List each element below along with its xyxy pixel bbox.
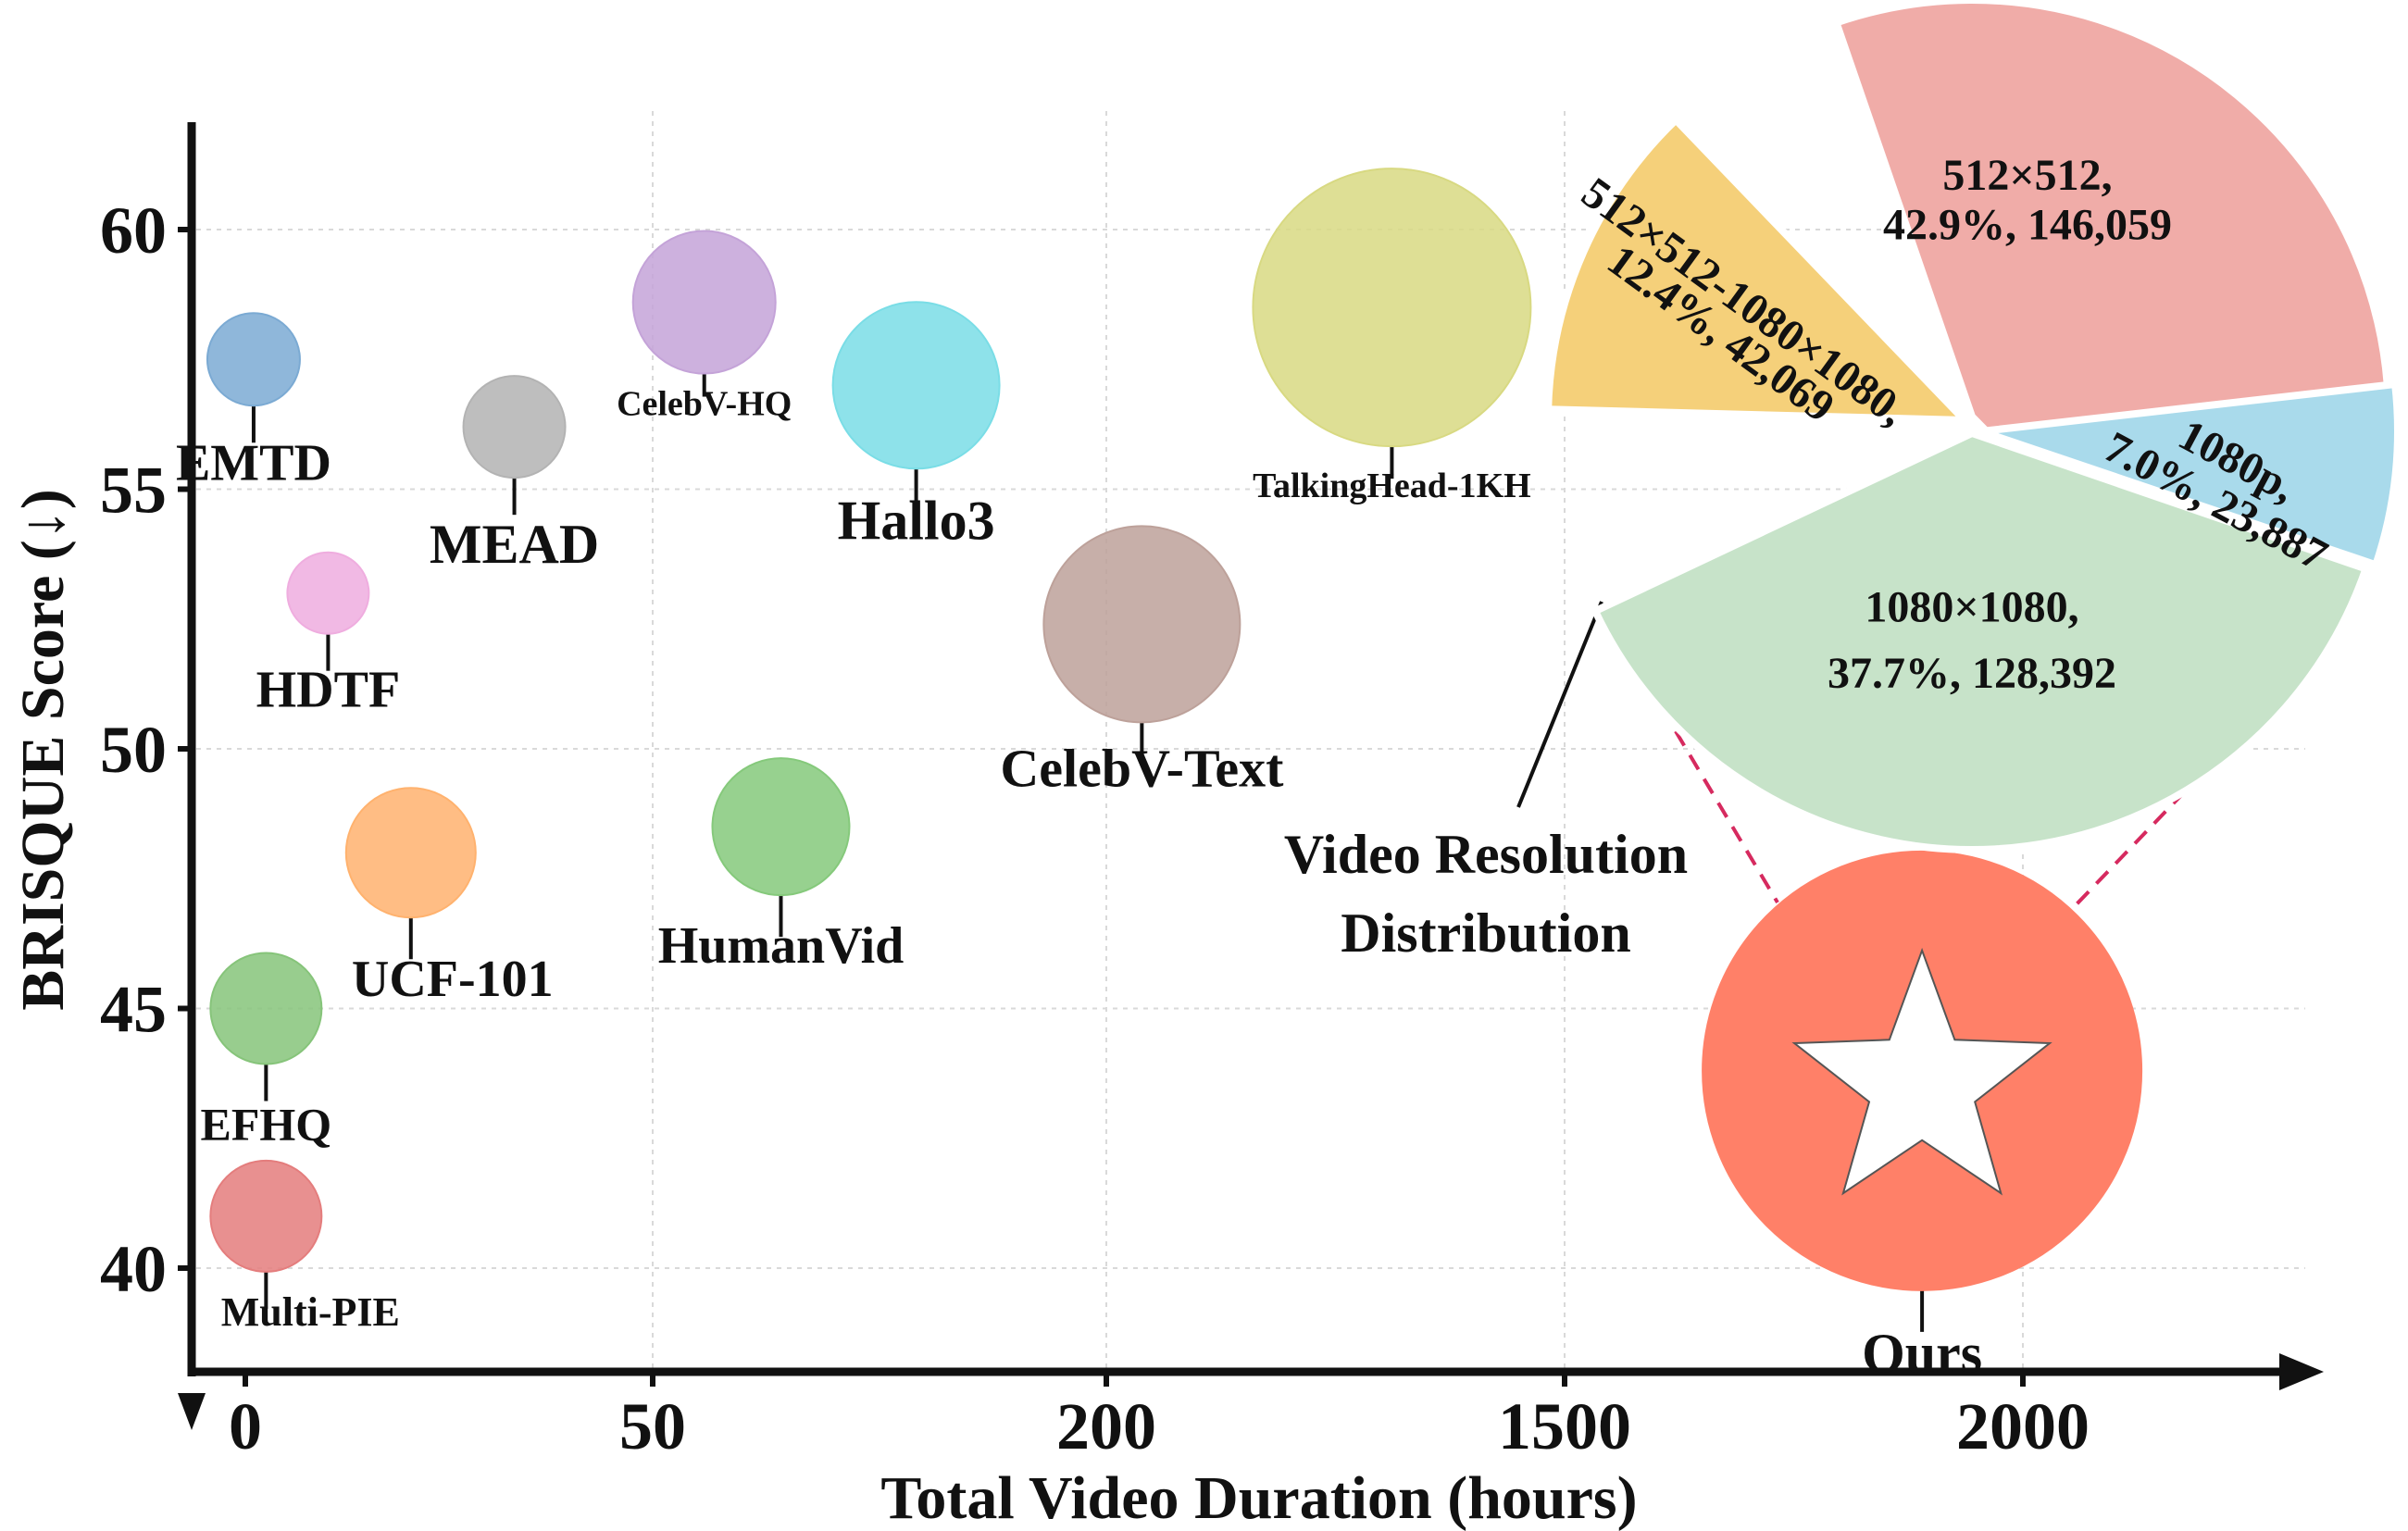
bubble-multi-pie <box>209 1159 323 1273</box>
bubble-hdtf <box>286 551 370 635</box>
bubble-humanvid <box>711 757 851 897</box>
star-icon <box>1791 947 2052 1196</box>
pie-label-1080-1080-: 1080×1080, 37.7%, 128,392 <box>1828 583 2116 699</box>
bubble-hallo3 <box>831 301 1001 470</box>
label-mead: MEAD <box>430 514 599 575</box>
pie-slice-1080-1080- <box>1590 429 2371 853</box>
x-tick-label: 50 <box>619 1389 686 1463</box>
x-tick-label: 200 <box>1056 1389 1156 1463</box>
pie-label-detail: 42.9%, 146,059 <box>1883 201 2172 250</box>
label-ours: Ours <box>1862 1323 1982 1384</box>
y-tick-label: 55 <box>100 454 167 528</box>
pie-title-line-2: Distribution <box>1341 902 1630 964</box>
pie-label-line: 1080×1080, <box>1865 583 2078 632</box>
bubble-talkinghead-1kh <box>1252 168 1532 448</box>
label-efhq: EFHQ <box>201 1099 332 1151</box>
pie-slice-512-512-1080-1080- <box>1544 114 1974 425</box>
pie-callout-line <box>1516 601 1603 808</box>
label-multi-pie: Multi-PIE <box>221 1289 400 1335</box>
x-tick-label: 2000 <box>1956 1389 2090 1463</box>
x-tick-label: 0 <box>229 1389 262 1463</box>
label-hallo3: Hallo3 <box>838 490 995 551</box>
y-tick-label: 45 <box>100 973 167 1047</box>
bubble-labels: EMTD HDTF UCF-101 EFHQ Multi-PIE MEAD CelebV-H… <box>176 385 1982 1384</box>
bubble-celebv-hq <box>631 230 777 375</box>
y-tick-label: 50 <box>100 713 167 787</box>
pie-label-detail: 37.7%, 128,392 <box>1828 649 2116 698</box>
x-axis-arrow <box>2279 1353 2324 1390</box>
y-axis-arrow <box>178 1393 206 1430</box>
bubble-mead <box>462 375 567 479</box>
label-ucf-101: UCF-101 <box>352 951 554 1008</box>
leader-lines <box>251 373 2187 1332</box>
bubbles <box>206 168 2143 1291</box>
y-tick-label: 40 <box>100 1232 167 1306</box>
label-hdtf: HDTF <box>256 662 401 719</box>
bubble-ucf-101 <box>344 787 477 919</box>
y-axis-title: BRISQUE Score (↓) <box>9 489 77 1010</box>
pie-label-512-512-: 512×512,42.9%, 146,059 <box>1883 151 2172 250</box>
y-tick-label: 60 <box>100 193 167 268</box>
pie-slice-1080p- <box>1979 380 2402 570</box>
bubble-emtd <box>206 312 301 407</box>
label-celebv-text: CelebV-Text <box>1000 738 1284 798</box>
x-tick-label: 1500 <box>1498 1389 1631 1463</box>
pie-label-line: 512×512, <box>1942 151 2112 200</box>
pie-title-line-1: Video Resolution <box>1284 824 1688 885</box>
pie-connector-left <box>1674 729 1779 904</box>
x-axis-title: Total Video Duration (hours) <box>880 1464 1637 1531</box>
label-humanvid: HumanVid <box>658 917 905 975</box>
label-talkinghead-1kh: TalkingHead-1KH <box>1253 467 1531 505</box>
label-emtd: EMTD <box>176 434 331 492</box>
bubble-celebv-text <box>1042 525 1241 724</box>
bubble-efhq <box>209 952 323 1065</box>
ticks: 40 45 50 55 60 0 50 200 1500 2000 <box>100 193 2090 1463</box>
label-celebv-hq: CelebV-HQ <box>617 385 792 424</box>
